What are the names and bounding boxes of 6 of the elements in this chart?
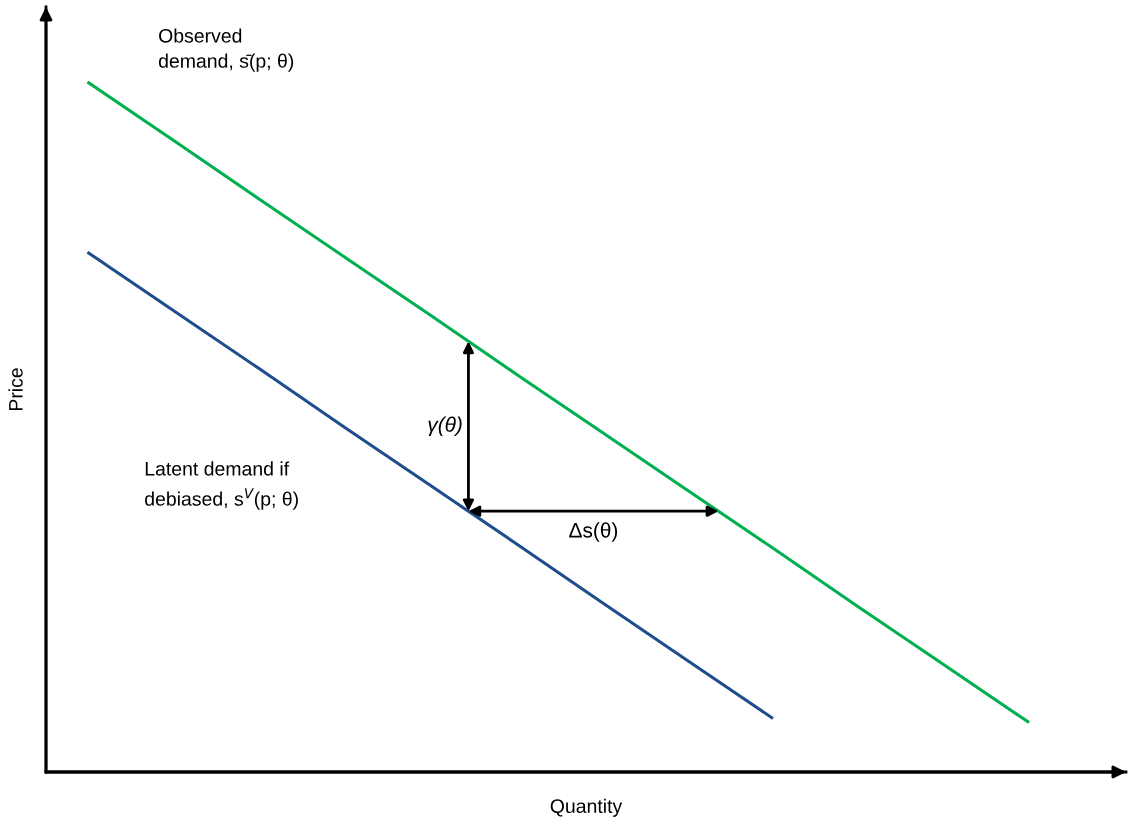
annotation: Δs(θ) [569,522,618,542]
y-axis-title: Price [8,368,23,411]
text: Latent demand if debiased, s$^{V}$(p; θ) [145,461,298,510]
annotation: γ(θ) [428,416,462,436]
text: Observed demand, s̄(p; θ) [158,28,294,72]
x-axis-title: Quantity [550,798,623,817]
